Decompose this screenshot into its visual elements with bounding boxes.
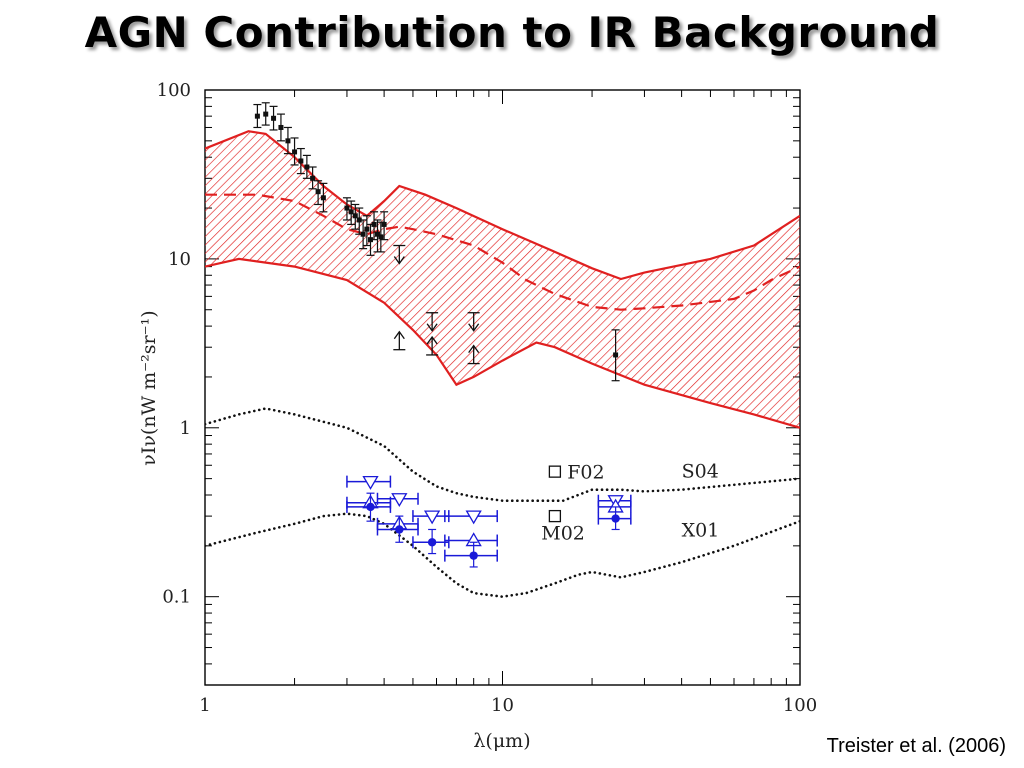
black-point (344, 205, 350, 211)
black-point (352, 213, 358, 219)
open-square-point (548, 509, 562, 523)
band-hatch (205, 131, 800, 428)
black-point (292, 149, 298, 155)
upper-limit-arrow (468, 323, 480, 332)
band-median-line (205, 193, 800, 311)
curve-s04 (205, 407, 800, 502)
black-point (254, 113, 260, 119)
black-point (378, 234, 384, 240)
annotation-f02: F02 (567, 462, 604, 484)
black-point (613, 352, 619, 358)
citation: Treister et al. (2006) (826, 735, 1006, 757)
annotation-x01: X01 (682, 519, 720, 541)
annotations: F02 M02 S04 X01 (541, 460, 719, 544)
black-point (271, 115, 277, 121)
black-point (285, 138, 291, 144)
black-point (304, 164, 310, 170)
black-point (374, 231, 380, 237)
upper-limit-arrow (393, 256, 405, 265)
blue-open-triangle-down (423, 510, 441, 525)
black-point (315, 189, 321, 195)
x-axis-label: λ(μm) (473, 730, 530, 752)
blue-open-triangle-down (465, 510, 482, 525)
blue-filled-point (469, 551, 478, 560)
black-point (360, 231, 366, 237)
tick-labels: 1 10 100 0.1 1 10 100 (157, 80, 818, 716)
y-tick-label: 0.1 (162, 587, 191, 608)
y-tick-label: 10 (168, 249, 191, 270)
black-point (348, 209, 354, 215)
blue-filled-point (366, 502, 375, 512)
black-point (381, 221, 387, 227)
x-tick-label: 10 (491, 695, 514, 716)
black-point (364, 226, 370, 232)
black-point (320, 195, 326, 201)
band-lower-line (205, 257, 800, 429)
y-tick-label: 100 (157, 80, 191, 101)
lower-limit-arrow (468, 344, 480, 353)
annotation-m02: M02 (541, 522, 585, 544)
blue-open-triangle-down (391, 493, 408, 508)
blue-filled-point (395, 525, 404, 534)
slide-title: AGN Contribution to IR Background (84, 8, 940, 57)
blue-filled-point (611, 514, 620, 523)
x-tick-label: 100 (783, 695, 817, 716)
black-point (278, 124, 284, 130)
black-point (371, 221, 377, 227)
blue-open-triangle-down (362, 475, 379, 490)
plot-area (205, 102, 800, 599)
black-point (263, 111, 269, 117)
black-point (298, 158, 304, 164)
annotation-s04: S04 (682, 460, 719, 482)
blue-filled-point (427, 538, 437, 547)
y-tick-label: 1 (180, 418, 191, 439)
black-point (310, 175, 316, 181)
lower-limit-arrow (393, 330, 405, 340)
open-square-point (548, 465, 562, 478)
lower-limit-arrow (426, 335, 438, 345)
x-tick-label: 1 (199, 695, 210, 716)
y-axis-label: νIν(nW m⁻²sr⁻¹) (138, 310, 160, 465)
upper-limit-arrow (426, 323, 438, 332)
